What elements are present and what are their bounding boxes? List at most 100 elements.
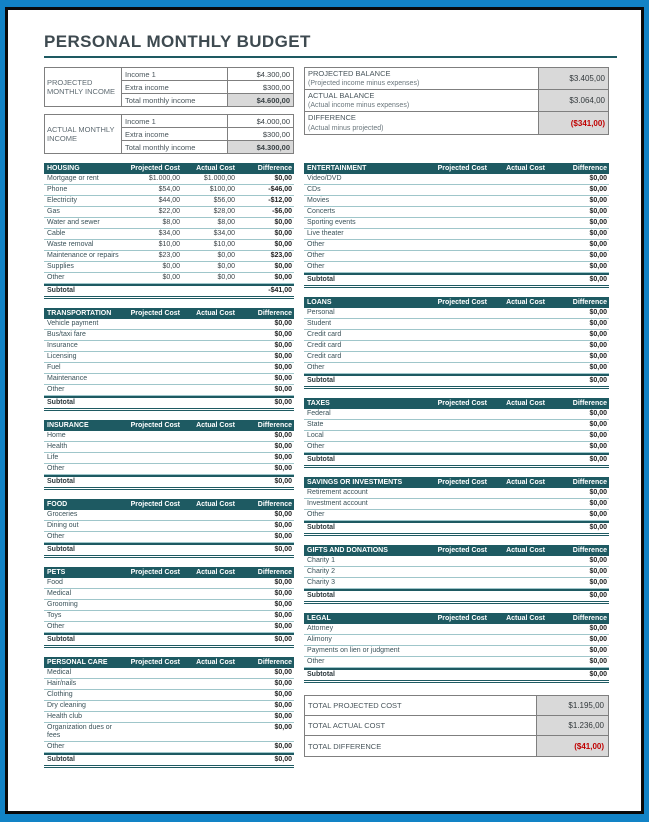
actual-cost-cell[interactable]	[180, 353, 235, 361]
projected-cost-cell[interactable]	[120, 691, 180, 699]
actual-cost-cell[interactable]	[487, 230, 545, 238]
actual-cost-cell[interactable]: $0,00	[217, 274, 235, 281]
actual-cost-cell[interactable]	[180, 522, 235, 530]
difference-cell[interactable]: $0,00	[274, 386, 292, 393]
projected-cost-cell[interactable]	[412, 557, 487, 565]
income-row-value[interactable]: $300,00	[227, 128, 293, 140]
actual-cost-cell[interactable]	[487, 489, 545, 497]
actual-cost-cell[interactable]: $56,00	[213, 197, 235, 204]
actual-cost-cell[interactable]: $34,00	[213, 230, 235, 237]
difference-cell[interactable]: $0,00	[274, 432, 292, 439]
actual-cost-cell[interactable]	[180, 443, 235, 451]
projected-cost-cell[interactable]	[120, 612, 180, 620]
actual-cost-cell[interactable]	[487, 658, 545, 666]
difference-cell[interactable]: $0,00	[274, 274, 292, 281]
projected-cost-cell[interactable]	[412, 364, 487, 372]
actual-cost-cell[interactable]	[180, 601, 235, 609]
difference-cell[interactable]: $0,00	[589, 309, 607, 316]
projected-cost-cell[interactable]	[412, 443, 487, 451]
actual-cost-cell[interactable]	[487, 568, 545, 576]
actual-cost-cell[interactable]	[487, 636, 545, 644]
projected-cost-cell[interactable]: $54,00	[158, 186, 180, 193]
difference-cell[interactable]: $0,00	[589, 410, 607, 417]
difference-cell[interactable]: $0,00	[274, 743, 292, 750]
actual-cost-cell[interactable]	[487, 241, 545, 249]
actual-cost-cell[interactable]: $0,00	[217, 252, 235, 259]
difference-cell[interactable]: $0,00	[589, 241, 607, 248]
difference-cell[interactable]: $0,00	[274, 511, 292, 518]
actual-cost-cell[interactable]	[180, 432, 235, 440]
difference-cell[interactable]: $0,00	[589, 208, 607, 215]
projected-cost-cell[interactable]	[412, 410, 487, 418]
actual-cost-cell[interactable]	[487, 647, 545, 655]
projected-cost-cell[interactable]	[120, 680, 180, 688]
actual-cost-cell[interactable]	[180, 364, 235, 372]
actual-cost-cell[interactable]	[180, 623, 235, 631]
totals-row-value[interactable]: $1.195,00	[536, 696, 608, 715]
projected-cost-cell[interactable]: $23,00	[158, 252, 180, 259]
projected-cost-cell[interactable]	[412, 579, 487, 587]
projected-cost-cell[interactable]	[412, 331, 487, 339]
difference-cell[interactable]: $0,00	[589, 252, 607, 259]
projected-cost-cell[interactable]: $0,00	[162, 263, 180, 270]
difference-cell[interactable]: $0,00	[274, 601, 292, 608]
actual-cost-cell[interactable]	[180, 533, 235, 541]
projected-cost-cell[interactable]	[412, 568, 487, 576]
actual-cost-cell[interactable]	[180, 386, 235, 394]
actual-cost-cell[interactable]	[180, 691, 235, 699]
difference-cell[interactable]: $0,00	[589, 353, 607, 360]
difference-cell[interactable]: $0,00	[274, 353, 292, 360]
projected-cost-cell[interactable]	[120, 743, 180, 751]
actual-cost-cell[interactable]	[180, 724, 235, 740]
projected-cost-cell[interactable]	[120, 386, 180, 394]
actual-cost-cell[interactable]	[487, 410, 545, 418]
projected-cost-cell[interactable]	[120, 522, 180, 530]
projected-cost-cell[interactable]	[120, 579, 180, 587]
income-row-value[interactable]: $4.600,00	[227, 94, 293, 106]
difference-cell[interactable]: $0,00	[589, 331, 607, 338]
projected-cost-cell[interactable]	[120, 320, 180, 328]
actual-cost-cell[interactable]	[487, 421, 545, 429]
actual-cost-cell[interactable]	[487, 579, 545, 587]
actual-cost-cell[interactable]	[487, 309, 545, 317]
projected-cost-cell[interactable]: $8,00	[162, 219, 180, 226]
projected-cost-cell[interactable]	[412, 186, 487, 194]
difference-cell[interactable]: $0,00	[589, 197, 607, 204]
difference-cell[interactable]: $0,00	[274, 713, 292, 720]
actual-cost-cell[interactable]	[487, 186, 545, 194]
difference-cell[interactable]: $0,00	[274, 612, 292, 619]
projected-cost-cell[interactable]	[120, 443, 180, 451]
projected-cost-cell[interactable]	[412, 500, 487, 508]
actual-cost-cell[interactable]	[180, 375, 235, 383]
difference-cell[interactable]: $0,00	[589, 658, 607, 665]
difference-cell[interactable]: $0,00	[589, 219, 607, 226]
projected-cost-cell[interactable]	[120, 669, 180, 677]
projected-cost-cell[interactable]: $44,00	[158, 197, 180, 204]
projected-cost-cell[interactable]	[412, 320, 487, 328]
income-row-value[interactable]: $4.300,00	[227, 68, 293, 80]
actual-cost-cell[interactable]	[487, 208, 545, 216]
actual-cost-cell[interactable]	[487, 511, 545, 519]
difference-cell[interactable]: $0,00	[274, 375, 292, 382]
actual-cost-cell[interactable]	[180, 511, 235, 519]
projected-cost-cell[interactable]	[120, 724, 180, 740]
actual-cost-cell[interactable]	[180, 612, 235, 620]
projected-cost-cell[interactable]	[412, 197, 487, 205]
difference-cell[interactable]: $0,00	[589, 625, 607, 632]
actual-cost-cell[interactable]	[487, 252, 545, 260]
balance-row-value[interactable]: $3.405,00	[538, 68, 608, 90]
actual-cost-cell[interactable]	[487, 443, 545, 451]
actual-cost-cell[interactable]: $100,00	[209, 186, 235, 193]
difference-cell[interactable]: $0,00	[274, 219, 292, 226]
projected-cost-cell[interactable]	[412, 208, 487, 216]
projected-cost-cell[interactable]	[412, 353, 487, 361]
projected-cost-cell[interactable]	[412, 511, 487, 519]
difference-cell[interactable]: -$46,00	[268, 186, 292, 193]
actual-cost-cell[interactable]: $1.000,00	[203, 175, 235, 182]
actual-cost-cell[interactable]	[487, 364, 545, 372]
balance-row-value[interactable]: $3.064,00	[538, 90, 608, 112]
actual-cost-cell[interactable]	[180, 454, 235, 462]
projected-cost-cell[interactable]: $34,00	[158, 230, 180, 237]
difference-cell[interactable]: $0,00	[589, 342, 607, 349]
income-row-value[interactable]: $300,00	[227, 81, 293, 93]
